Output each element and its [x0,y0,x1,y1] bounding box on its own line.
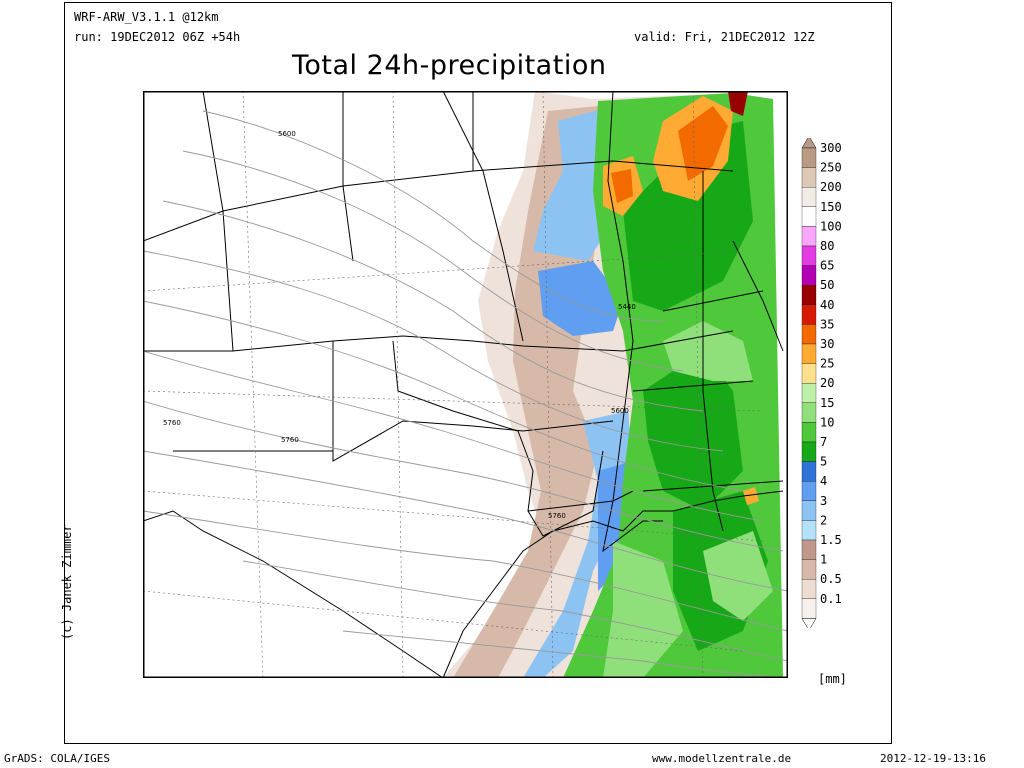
colorbar-level-label: 0.5 [820,572,842,586]
height-contours [143,110,788,678]
unit-label: [mm] [818,672,847,686]
colorbar-cell [801,343,817,364]
colorbar-cell [801,383,817,403]
colorbar-level-label: 2 [820,513,827,527]
colorbar-level-label: 100 [820,219,842,233]
colorbar-level-label: 1.5 [820,533,842,547]
colorbar-level-label: 250 [820,161,842,175]
colorbar-level-label: 3 [820,494,827,508]
colorbar-cell [801,539,817,560]
colorbar-level-label: 5 [820,455,827,469]
colorbar-level-label: 150 [820,200,842,214]
contour-label: 5760 [163,419,181,427]
contour-label: 5760 [548,512,566,520]
colorbar-cell [801,324,817,345]
precip-colorbar: 300 250 200 150 100 80 65 50 40 35 30 25 20 15 10 7 5 4 3 2… [801,138,842,628]
colorbar-level-label: 25 [820,357,834,371]
colorbar-cell [801,402,817,423]
colorbar-level-label: 20 [820,376,834,390]
colorbar-cell [801,559,817,580]
contour-label: 5440 [618,303,636,311]
colorbar-cell [801,598,817,619]
colorbar-level-label: 4 [820,474,827,488]
colorbar-level-label: 300 [820,141,842,155]
political-borders [143,91,784,678]
colorbar-level-label: 40 [820,298,834,312]
colorbar-cell [801,520,817,541]
model-label: WRF-ARW_V3.1.1 @12km [74,10,219,24]
colorbar-level-label: 200 [820,180,842,194]
colorbar-level-label: 50 [820,278,834,292]
colorbar-cell [801,285,817,305]
colorbar-cell [801,245,817,266]
colorbar-cell [801,304,817,325]
colorbar-cell [801,461,817,482]
colorbar-level-label: 30 [820,337,834,351]
colorbar-level-label: 0.1 [820,592,842,606]
footer-website: www.modellzentrale.de [652,752,792,765]
contour-label: 5600 [611,407,629,415]
colorbar-cell [801,167,817,188]
plot-frame [64,2,892,744]
colorbar-cell [801,187,817,207]
colorbar-cell [801,481,817,501]
contour-label: 5600 [278,130,296,138]
colorbar-level-label: 80 [820,239,834,253]
colorbar-cell [801,422,817,443]
colorbar-level-label: 35 [820,317,834,331]
colorbar-cell [801,265,817,286]
colorbar-cell [801,441,817,462]
colorbar-level-label: 1 [820,553,827,567]
colorbar-level-label: 65 [820,259,834,273]
colorbar-level-label: 15 [820,396,834,410]
valid-label: valid: Fri, 21DEC2012 12Z [634,30,815,44]
colorbar-cell [801,206,817,227]
colorbar-cell [801,500,817,521]
dotted-boundaries [143,91,764,678]
colorbar-top-arrow [801,138,817,149]
precipitation-map: 5600 5440 5600 5760 5760 5760 [143,91,788,678]
footer-software: GrADS: COLA/IGES [4,752,110,765]
map-title: Total 24h-precipitation [292,50,607,81]
footer-timestamp: 2012-12-19-13:16 [880,752,986,765]
colorbar-bottom-arrow [801,618,817,628]
colorbar-level-label: 10 [820,415,834,429]
colorbar-cell [801,226,817,247]
colorbar-cell [801,579,817,599]
colorbar-level-label: 7 [820,435,827,449]
contour-label: 5760 [281,436,299,444]
colorbar-cell [801,363,817,384]
colorbar-cell [801,147,817,168]
run-label: run: 19DEC2012 06Z +54h [74,30,241,44]
precip-field [443,91,783,678]
credit-label: (c) Janek Zimmer [60,524,74,640]
